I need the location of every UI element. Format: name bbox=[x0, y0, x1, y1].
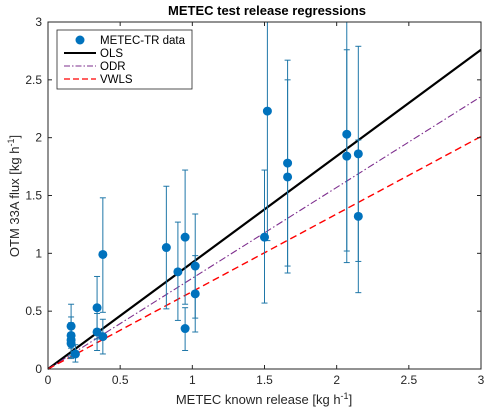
x-axis-label: METEC known release [kg h-1] bbox=[176, 391, 352, 407]
x-tick-label: 1.5 bbox=[256, 373, 273, 387]
legend-label-vwls: VWLS bbox=[100, 74, 133, 86]
data-point bbox=[190, 261, 200, 271]
legend-label-data: METEC-TR data bbox=[100, 35, 186, 47]
y-axis-label: OTM 33A flux [kg h-1] bbox=[6, 135, 22, 257]
data-point bbox=[180, 232, 190, 242]
data-point bbox=[70, 349, 80, 359]
data-point bbox=[92, 303, 102, 313]
y-tick-label: 1.5 bbox=[25, 189, 42, 203]
data-point bbox=[342, 151, 352, 161]
x-axis-label-text: METEC known release [kg h bbox=[176, 392, 341, 407]
data-point bbox=[173, 267, 183, 277]
data-point bbox=[262, 106, 272, 116]
chart-title: METEC test release regressions bbox=[168, 3, 366, 18]
x-tick-label: 3 bbox=[478, 373, 485, 387]
y-tick-label: 1 bbox=[35, 246, 42, 260]
data-point bbox=[283, 172, 293, 182]
y-axis-label-close: ] bbox=[7, 135, 22, 139]
data-point bbox=[180, 324, 190, 334]
x-tick-label: 2.5 bbox=[400, 373, 417, 387]
axis-ticks: 0 0.5 1 1.5 2 2.5 3 0 0.5 1 1.5 2 2.5 3 bbox=[25, 15, 484, 387]
y-tick-label: 3 bbox=[35, 15, 42, 29]
data-point bbox=[98, 332, 108, 342]
y-tick-label: 2 bbox=[35, 131, 42, 145]
y-axis-label-exponent: -1 bbox=[6, 139, 16, 147]
data-point bbox=[66, 339, 76, 349]
legend-label-odr: ODR bbox=[100, 61, 126, 73]
x-axis-label-close: ] bbox=[349, 392, 353, 407]
data-points bbox=[66, 22, 363, 363]
x-axis-label-exponent: -1 bbox=[341, 391, 349, 401]
data-point bbox=[342, 129, 352, 139]
data-point bbox=[353, 149, 363, 159]
y-tick-label: 0 bbox=[35, 362, 42, 376]
data-point bbox=[161, 243, 171, 253]
fit-line-odr bbox=[47, 96, 482, 370]
legend-label-ols: OLS bbox=[100, 48, 123, 60]
x-tick-label: 1 bbox=[189, 373, 196, 387]
data-point bbox=[66, 321, 76, 331]
x-tick-label: 0 bbox=[45, 373, 52, 387]
data-point bbox=[190, 289, 200, 299]
data-point bbox=[98, 249, 108, 259]
data-point bbox=[260, 232, 269, 242]
data-point bbox=[283, 158, 293, 168]
data-point bbox=[353, 211, 363, 221]
legend-data-marker bbox=[75, 35, 85, 45]
x-tick-label: 2 bbox=[333, 373, 340, 387]
legend: METEC-TR data OLS ODR VWLS bbox=[56, 29, 193, 90]
y-axis-label-text: OTM 33A flux [kg h bbox=[7, 147, 22, 258]
y-tick-label: 2.5 bbox=[25, 73, 42, 87]
y-tick-label: 0.5 bbox=[25, 304, 42, 318]
x-tick-label: 0.5 bbox=[112, 373, 129, 387]
